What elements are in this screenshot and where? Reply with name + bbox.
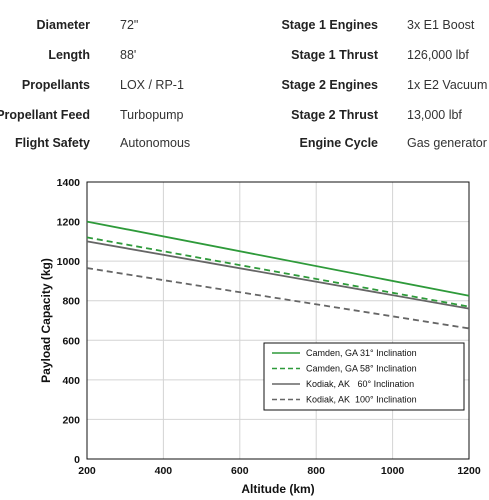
spec-value: 126,000 lbf [407,48,469,62]
spec-label: Stage 1 Engines [281,18,378,32]
spec-label: Stage 2 Engines [281,78,378,92]
y-tick-label: 1400 [57,177,81,189]
spec-label: Stage 1 Thrust [291,48,378,62]
plot-border [86,181,470,460]
series-line [86,240,470,310]
plot-area [87,182,469,459]
x-tick-label: 600 [231,465,249,477]
spec-value: Gas generator [407,136,487,150]
y-axis-title: Payload Capacity (kg) [39,258,53,383]
spec-label: Engine Cycle [299,136,379,150]
spec-value: 72" [120,18,139,32]
y-tick-label: 400 [62,375,80,387]
spec-value: Turbopump [120,108,184,122]
spec-value: LOX / RP-1 [120,78,184,92]
series-line [86,236,470,308]
legend-label: Kodiak, AK 60° Inclination [306,379,414,389]
y-tick-label: 600 [62,335,80,347]
series-line [86,220,470,297]
spec-label: Flight Safety [14,136,90,150]
spec-label: Length [48,48,90,62]
y-tick-label: 800 [62,296,80,308]
y-tick-label: 200 [62,414,80,426]
x-tick-label: 800 [307,465,325,477]
legend-label: Camden, GA 58° Inclination [306,364,417,374]
y-tick-label: 0 [74,454,80,466]
legend-label: Camden, GA 31° Inclination [306,348,417,358]
y-tick-label: 1000 [57,256,81,268]
spec-label: Propellants [21,78,90,92]
x-axis-title: Altitude (km) [241,482,314,496]
spec-label: Propellant Feed [0,108,90,122]
x-tick-label: 1000 [381,465,405,477]
spec-value: 3x E1 Boost [407,18,475,32]
x-tick-label: 200 [78,465,96,477]
spec-value: 1x E2 Vacuum [407,78,488,92]
spec-label: Stage 2 Thrust [291,108,378,122]
legend-label: Kodiak, AK 100° Inclination [306,395,417,405]
spec-value: Autonomous [120,136,191,150]
spec-label: Diameter [36,18,91,32]
spec-value: 88' [120,48,137,62]
x-tick-label: 400 [155,465,173,477]
spec-value: 13,000 lbf [407,108,462,122]
x-tick-label: 1200 [457,465,481,477]
series-line [86,267,470,330]
y-tick-label: 1200 [57,217,81,229]
